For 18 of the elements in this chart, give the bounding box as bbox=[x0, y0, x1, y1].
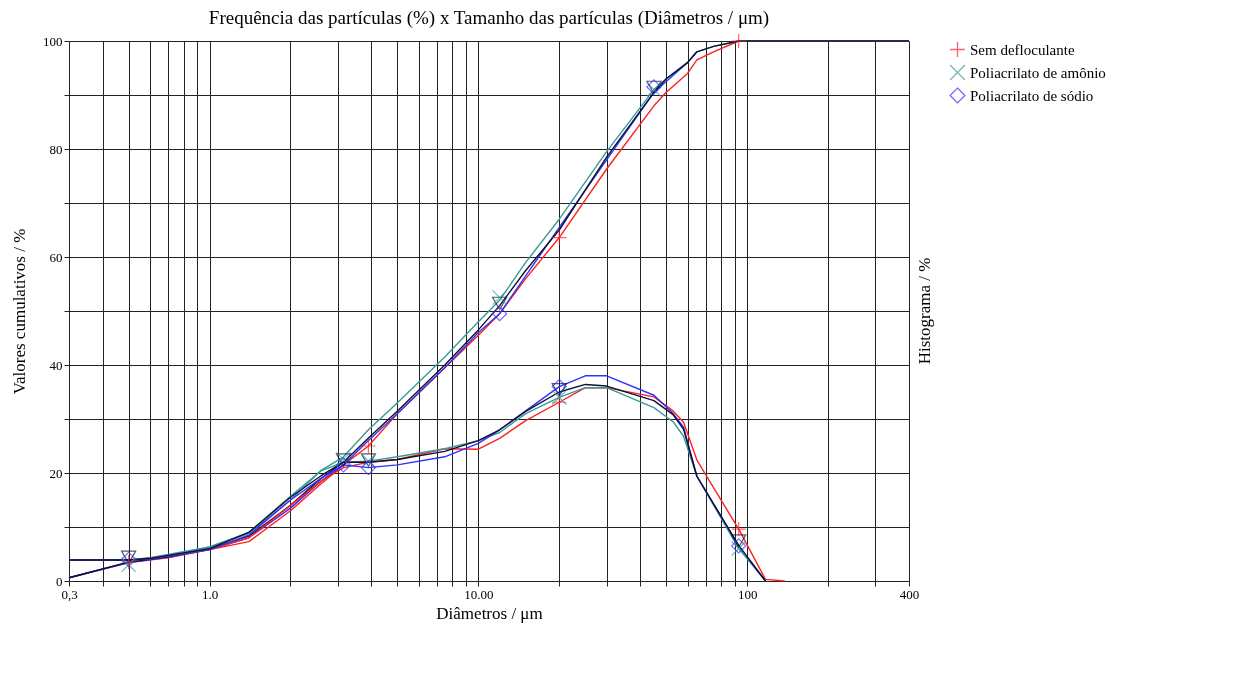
x-tick-label: 0,3 bbox=[61, 586, 78, 602]
x-axis-title: Diâmetros / μm bbox=[436, 603, 543, 623]
y-axis-title: Valores cumulativos / % bbox=[10, 228, 29, 395]
x-tick-label: 100 bbox=[737, 586, 758, 602]
x-tick-label: 1.0 bbox=[201, 586, 219, 602]
y-tick-label: 20 bbox=[49, 465, 63, 481]
y-tick-label: 100 bbox=[43, 33, 63, 49]
chart-title: Frequência das partículas (%) x Tamanho das partículas (Diâmetros / μm) bbox=[208, 6, 770, 29]
y-tick-label: 0 bbox=[56, 573, 63, 589]
legend-label: Poliacrilato de amônio bbox=[970, 64, 1106, 81]
y-tick-label: 40 bbox=[49, 357, 63, 373]
legend-label: Poliacrilato de sódio bbox=[970, 87, 1094, 104]
x-tick-label: 10.00 bbox=[464, 586, 494, 602]
y-tick-label: 80 bbox=[49, 141, 63, 157]
y2-axis-title: Histograma / % bbox=[915, 257, 934, 365]
legend-label: Sem defloculante bbox=[970, 41, 1075, 58]
y-tick-label: 60 bbox=[49, 249, 63, 265]
x-tick-label: 400 bbox=[899, 586, 920, 602]
